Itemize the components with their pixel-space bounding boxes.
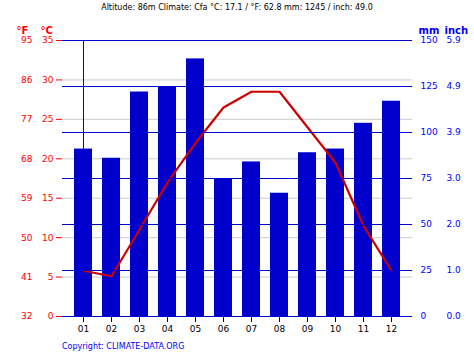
svg-text:35: 35 [42,35,53,45]
svg-text:50: 50 [421,219,433,229]
svg-text:150: 150 [421,35,438,45]
svg-text:75: 75 [421,173,432,183]
svg-text:°F: °F [17,25,29,36]
svg-text:20: 20 [42,154,54,164]
svg-text:inch: inch [445,25,469,36]
svg-text:06: 06 [218,324,230,334]
svg-text:12: 12 [386,324,397,334]
svg-text:32: 32 [21,311,32,321]
svg-text:3.9: 3.9 [447,127,462,137]
svg-text:02: 02 [106,324,117,334]
svg-text:01: 01 [78,324,89,334]
html-text:Altitude: 86m Climate: Cfa °C:: Altitude: 86m Climate: Cfa °C: 17.1 / °F… [101,3,373,12]
svg-text:07: 07 [246,324,257,334]
svg-text:°C: °C [41,25,53,36]
svg-text:08: 08 [274,324,286,334]
svg-text:0: 0 [48,311,54,321]
svg-text:0: 0 [421,311,427,321]
svg-text:50: 50 [21,233,33,243]
svg-text:15: 15 [42,193,53,203]
svg-text:1.0: 1.0 [447,265,462,275]
svg-text:86: 86 [21,75,33,85]
svg-text:4.9: 4.9 [447,81,462,91]
svg-text:25: 25 [42,114,53,124]
svg-text:77: 77 [21,114,32,124]
svg-text:05: 05 [190,324,201,334]
html-text:Copyright: CLIMATE-DATA.ORG: Copyright: CLIMATE-DATA.ORG [62,342,185,351]
svg-text:09: 09 [302,324,314,334]
svg-text:2.0: 2.0 [447,219,462,229]
svg-text:5: 5 [48,272,54,282]
svg-text:11: 11 [358,324,369,334]
svg-text:10: 10 [330,324,342,334]
svg-text:59: 59 [21,193,33,203]
svg-text:30: 30 [42,75,54,85]
svg-text:125: 125 [421,81,438,91]
svg-text:25: 25 [421,265,432,275]
svg-text:100: 100 [421,127,438,137]
svg-text:0.0: 0.0 [447,311,462,321]
svg-text:68: 68 [21,154,33,164]
svg-text:95: 95 [21,35,32,45]
svg-text:03: 03 [134,324,145,334]
svg-text:04: 04 [162,324,174,334]
svg-text:5.9: 5.9 [447,35,462,45]
svg-text:mm: mm [419,25,440,36]
svg-text:3.0: 3.0 [447,173,462,183]
svg-text:41: 41 [21,272,32,282]
svg-text:10: 10 [42,233,54,243]
